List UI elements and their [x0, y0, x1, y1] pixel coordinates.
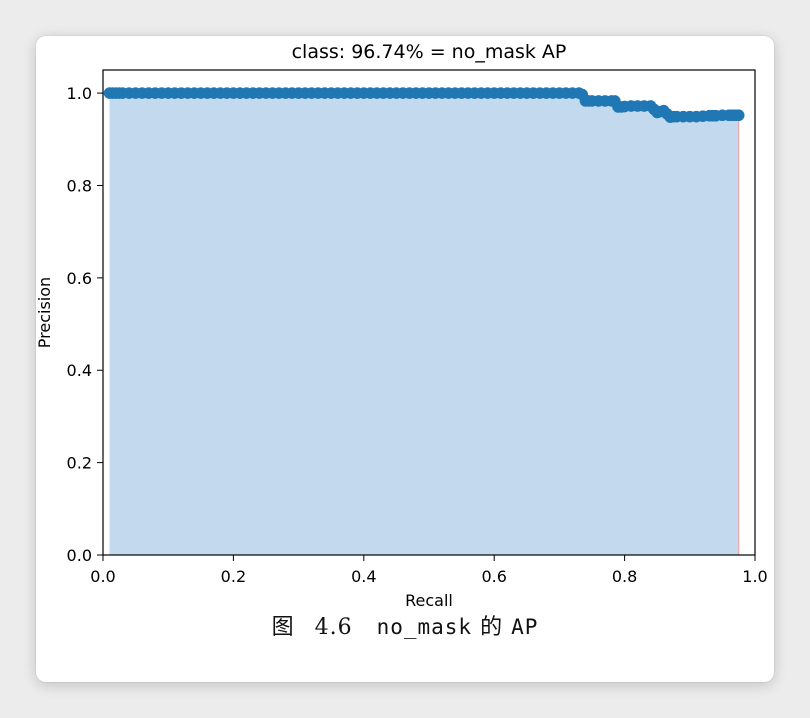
y-tick-label: 0.8 — [67, 176, 92, 195]
pr-point — [732, 109, 745, 122]
x-tick-label: 0.6 — [481, 567, 506, 586]
series-marker-layer — [103, 87, 745, 123]
axes-frame — [102, 69, 756, 556]
caption-connector: 的 — [480, 615, 504, 640]
x-tick-label: 0.2 — [221, 567, 246, 586]
caption-class-name: no_mask — [376, 615, 473, 639]
y-tick-label: 0.6 — [67, 269, 92, 288]
x-axis-label: Recall — [405, 591, 453, 610]
x-axis-ticks: 0.0 0.2 0.4 0.6 0.8 1.0 — [90, 555, 768, 586]
x-tick-label: 0.0 — [90, 567, 115, 586]
area-fill-layer — [109, 93, 739, 555]
x-tick-label: 1.0 — [742, 567, 767, 586]
caption-label: 图 4.6 — [271, 615, 353, 640]
y-axis-ticks: 0.0 0.2 0.4 0.6 0.8 1.0 — [67, 84, 103, 565]
y-tick-label: 0.4 — [67, 361, 92, 380]
figure-caption: 图 4.6 no_mask 的 AP — [0, 609, 810, 641]
y-tick-label: 0.2 — [67, 454, 92, 473]
y-axis-label: Precision — [35, 277, 54, 348]
chart-title: class: 96.74% = no_mask AP — [292, 41, 567, 63]
x-tick-label: 0.8 — [612, 567, 637, 586]
y-tick-label: 0.0 — [67, 546, 92, 565]
y-tick-label: 1.0 — [67, 84, 92, 103]
caption-metric: AP — [511, 615, 539, 639]
pr-area-fill — [109, 93, 739, 555]
x-tick-label: 0.4 — [351, 567, 376, 586]
